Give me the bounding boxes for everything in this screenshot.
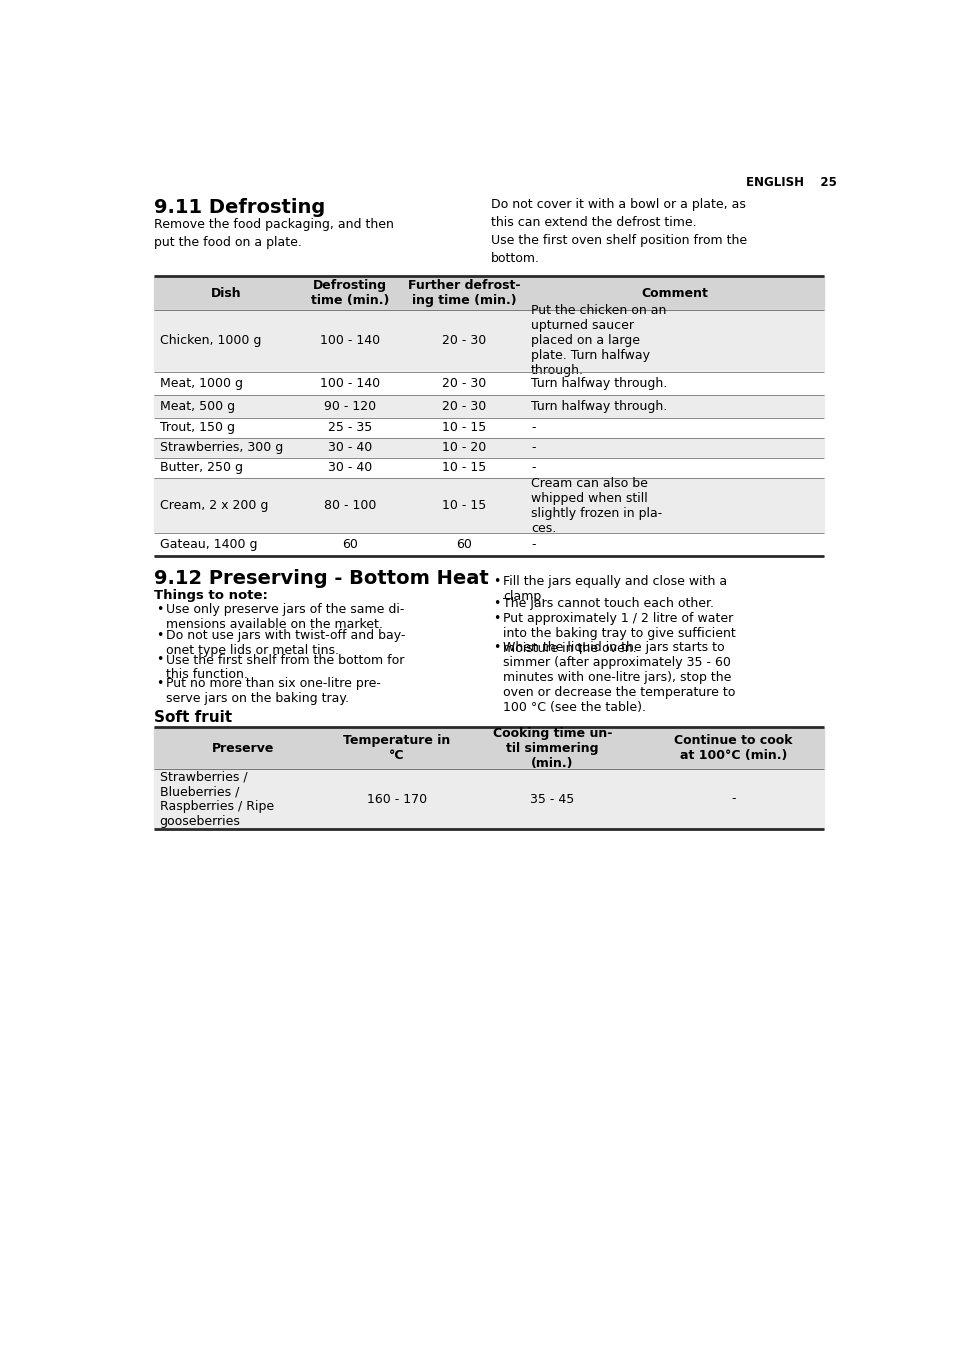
Text: -: - bbox=[531, 422, 536, 434]
Text: •: • bbox=[493, 596, 500, 610]
Bar bbox=[154, 395, 822, 418]
Text: 20 - 30: 20 - 30 bbox=[441, 400, 485, 412]
Text: -: - bbox=[730, 792, 735, 806]
Text: Further defrost-
ing time (min.): Further defrost- ing time (min.) bbox=[407, 279, 519, 307]
Text: Put approximately 1 / 2 litre of water
into the baking tray to give sufficient
m: Put approximately 1 / 2 litre of water i… bbox=[502, 612, 735, 654]
Bar bbox=[154, 534, 822, 557]
Text: -: - bbox=[531, 538, 536, 552]
Text: •: • bbox=[493, 641, 500, 654]
Text: 10 - 15: 10 - 15 bbox=[441, 461, 485, 475]
Text: •: • bbox=[156, 603, 164, 615]
Bar bbox=[154, 769, 822, 829]
Bar bbox=[154, 458, 822, 479]
Text: 100 - 140: 100 - 140 bbox=[319, 334, 379, 347]
Text: The jars cannot touch each other.: The jars cannot touch each other. bbox=[502, 596, 713, 610]
Text: •: • bbox=[156, 629, 164, 642]
Text: Use the first shelf from the bottom for
this function.: Use the first shelf from the bottom for … bbox=[166, 653, 404, 681]
Text: Chicken, 1000 g: Chicken, 1000 g bbox=[159, 334, 261, 347]
Bar bbox=[154, 479, 822, 534]
Bar bbox=[154, 372, 822, 395]
Text: 9.11 Defrosting: 9.11 Defrosting bbox=[154, 197, 325, 216]
Text: 160 - 170: 160 - 170 bbox=[366, 792, 427, 806]
Text: Gateau, 1400 g: Gateau, 1400 g bbox=[159, 538, 256, 552]
Text: 35 - 45: 35 - 45 bbox=[530, 792, 574, 806]
Text: Continue to cook
at 100°C (min.): Continue to cook at 100°C (min.) bbox=[674, 734, 792, 763]
Bar bbox=[154, 276, 822, 310]
Text: Do not use jars with twist-off and bay-
onet type lids or metal tins.: Do not use jars with twist-off and bay- … bbox=[166, 629, 405, 657]
Text: Things to note:: Things to note: bbox=[154, 589, 268, 602]
Text: 10 - 15: 10 - 15 bbox=[441, 422, 485, 434]
Text: -: - bbox=[531, 441, 536, 454]
Text: 100 - 140: 100 - 140 bbox=[319, 377, 379, 389]
Text: •: • bbox=[493, 575, 500, 588]
Text: Strawberries /
Blueberries /
Raspberries / Ripe
gooseberries: Strawberries / Blueberries / Raspberries… bbox=[159, 771, 274, 827]
Text: 80 - 100: 80 - 100 bbox=[323, 499, 375, 512]
Text: Use only preserve jars of the same di-
mensions available on the market.: Use only preserve jars of the same di- m… bbox=[166, 603, 404, 630]
Text: Cooking time un-
til simmering
(min.): Cooking time un- til simmering (min.) bbox=[493, 727, 612, 769]
Text: 60: 60 bbox=[456, 538, 471, 552]
Text: Defrosting
time (min.): Defrosting time (min.) bbox=[311, 279, 389, 307]
Bar bbox=[154, 310, 822, 372]
Text: Remove the food packaging, and then
put the food on a plate.: Remove the food packaging, and then put … bbox=[154, 218, 394, 249]
Bar bbox=[154, 418, 822, 438]
Text: 9.12 Preserving - Bottom Heat: 9.12 Preserving - Bottom Heat bbox=[154, 569, 488, 588]
Text: Dish: Dish bbox=[211, 287, 241, 300]
Text: 90 - 120: 90 - 120 bbox=[324, 400, 375, 412]
Text: Comment: Comment bbox=[640, 287, 707, 300]
Text: Soft fruit: Soft fruit bbox=[154, 711, 232, 726]
Bar bbox=[154, 727, 822, 769]
Text: Cream can also be
whipped when still
slightly frozen in pla-
ces.: Cream can also be whipped when still sli… bbox=[531, 477, 661, 534]
Text: •: • bbox=[156, 653, 164, 667]
Text: 30 - 40: 30 - 40 bbox=[328, 461, 372, 475]
Text: •: • bbox=[493, 612, 500, 625]
Text: Preserve: Preserve bbox=[212, 742, 274, 754]
Text: -: - bbox=[531, 461, 536, 475]
Text: Put the chicken on an
upturned saucer
placed on a large
plate. Turn halfway
thro: Put the chicken on an upturned saucer pl… bbox=[531, 304, 666, 377]
Text: Trout, 150 g: Trout, 150 g bbox=[159, 422, 234, 434]
Text: When the liquid in the jars starts to
simmer (after approximately 35 - 60
minute: When the liquid in the jars starts to si… bbox=[502, 641, 735, 714]
Text: 25 - 35: 25 - 35 bbox=[328, 422, 372, 434]
Text: 30 - 40: 30 - 40 bbox=[328, 441, 372, 454]
Text: Strawberries, 300 g: Strawberries, 300 g bbox=[159, 441, 282, 454]
Text: Do not cover it with a bowl or a plate, as
this can extend the defrost time.
Use: Do not cover it with a bowl or a plate, … bbox=[491, 197, 746, 265]
Text: 60: 60 bbox=[342, 538, 357, 552]
Text: Temperature in
°C: Temperature in °C bbox=[343, 734, 450, 763]
Text: Fill the jars equally and close with a
clamp.: Fill the jars equally and close with a c… bbox=[502, 575, 726, 603]
Bar bbox=[154, 438, 822, 458]
Text: 10 - 20: 10 - 20 bbox=[441, 441, 485, 454]
Text: Meat, 1000 g: Meat, 1000 g bbox=[159, 377, 242, 389]
Text: Turn halfway through.: Turn halfway through. bbox=[531, 377, 667, 389]
Text: Butter, 250 g: Butter, 250 g bbox=[159, 461, 242, 475]
Text: 20 - 30: 20 - 30 bbox=[441, 334, 485, 347]
Text: ENGLISH    25: ENGLISH 25 bbox=[745, 176, 836, 189]
Text: •: • bbox=[156, 676, 164, 690]
Text: 20 - 30: 20 - 30 bbox=[441, 377, 485, 389]
Text: Put no more than six one-litre pre-
serve jars on the baking tray.: Put no more than six one-litre pre- serv… bbox=[166, 676, 380, 704]
Text: Meat, 500 g: Meat, 500 g bbox=[159, 400, 234, 412]
Text: Turn halfway through.: Turn halfway through. bbox=[531, 400, 667, 412]
Text: Cream, 2 x 200 g: Cream, 2 x 200 g bbox=[159, 499, 268, 512]
Text: 10 - 15: 10 - 15 bbox=[441, 499, 485, 512]
